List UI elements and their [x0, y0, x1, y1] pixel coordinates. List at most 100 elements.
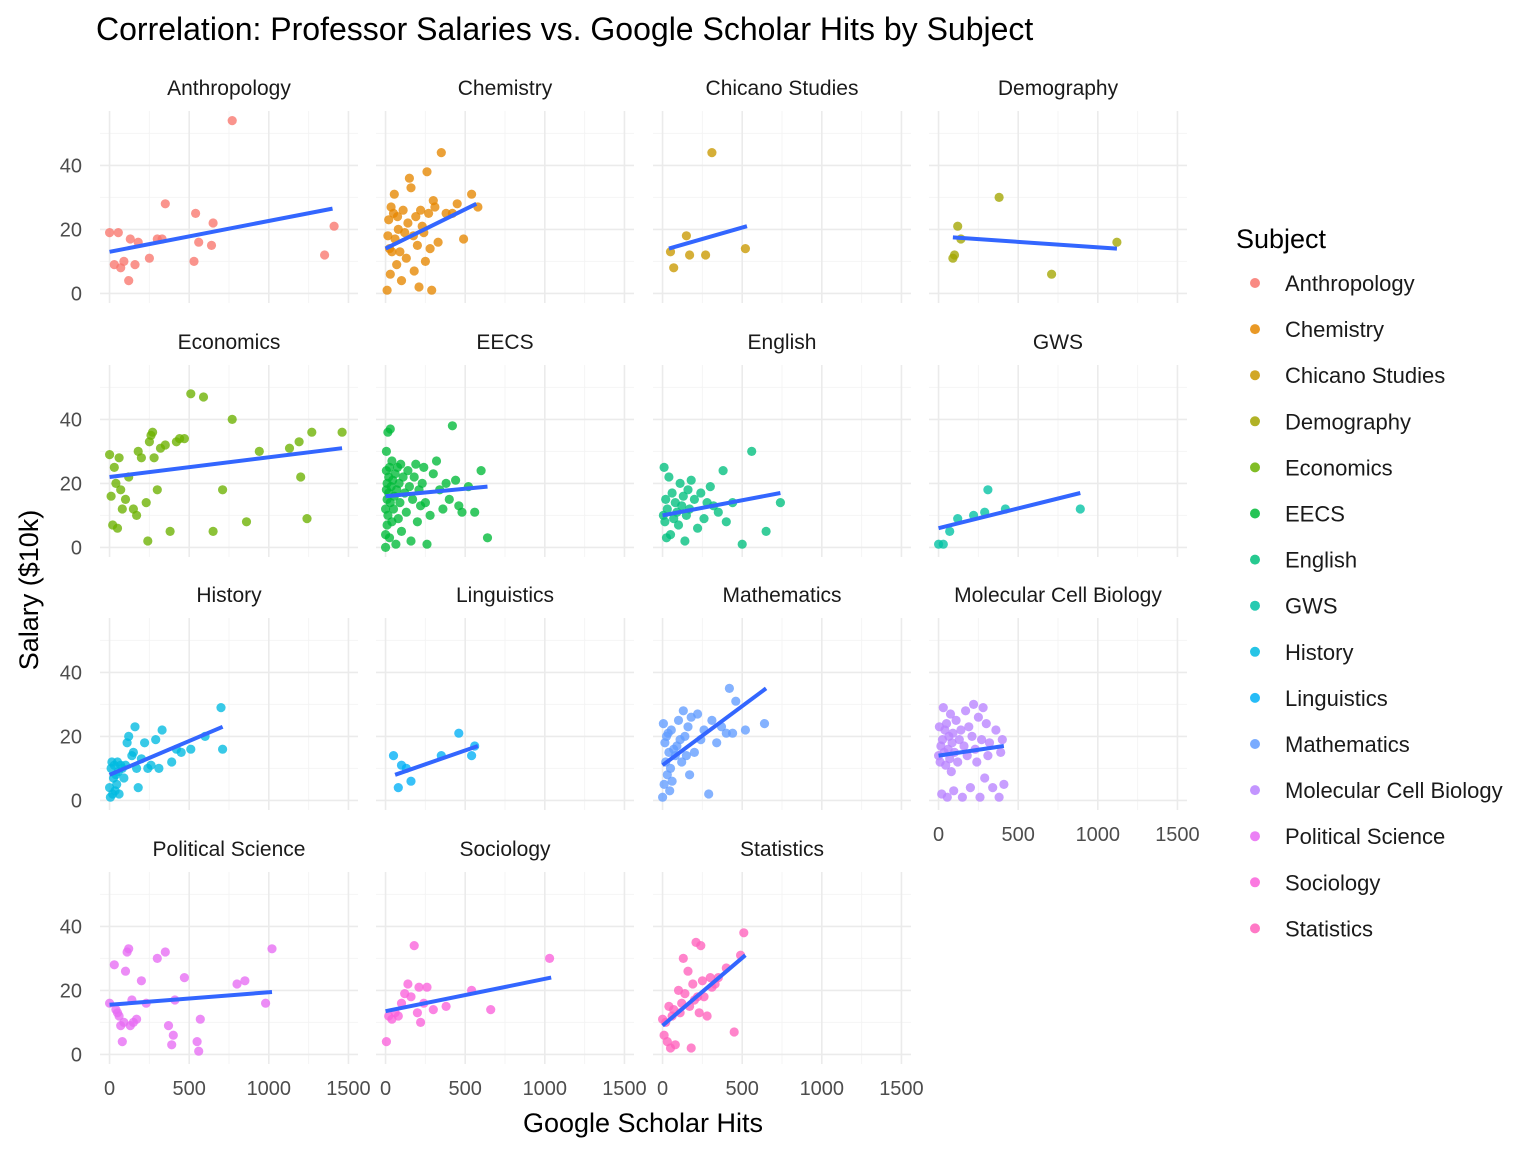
point-molecular-cell-biology — [991, 725, 1001, 735]
point-chicano-studies — [685, 250, 695, 260]
y-tick-label: 0 — [71, 537, 82, 559]
x-tick-label: 0 — [657, 1078, 668, 1100]
point-history — [114, 789, 124, 799]
point-molecular-cell-biology — [945, 709, 956, 719]
facet-label-chemistry: Chemistry — [458, 77, 553, 100]
point-political-science — [194, 1046, 204, 1056]
panel-sociology: Sociology 0 500 1000 1500 — [376, 838, 647, 1100]
point-molecular-cell-biology — [997, 735, 1007, 745]
point-political-science — [267, 944, 277, 954]
point-eecs — [388, 504, 399, 514]
point-chemistry — [433, 237, 443, 247]
point-molecular-cell-biology — [967, 731, 977, 742]
point-sociology — [422, 982, 432, 992]
point-economics — [160, 440, 170, 450]
trend-line-mathematics — [661, 686, 768, 767]
point-chemistry — [424, 208, 434, 218]
point-mathematics — [680, 731, 690, 742]
panel-statistics: Statistics 0 500 1000 1500 — [653, 838, 924, 1100]
trend-line-chemistry — [384, 202, 478, 251]
point-molecular-cell-biology — [965, 783, 976, 793]
point-economics — [337, 427, 347, 437]
facet-label-statistics: Statistics — [740, 838, 824, 861]
legend-key-english — [1250, 554, 1260, 565]
point-chemistry — [398, 205, 408, 215]
trend-line-gws — [938, 491, 1081, 531]
point-political-science — [179, 973, 189, 983]
point-english — [761, 526, 771, 537]
point-economics — [109, 462, 119, 472]
legend-label-anthropology: Anthropology — [1285, 271, 1415, 296]
x-tick-label: 1500 — [326, 1078, 371, 1100]
point-chemistry — [406, 183, 416, 193]
trend-line-eecs — [385, 484, 488, 499]
point-eecs — [406, 536, 416, 546]
point-economics — [198, 392, 209, 402]
point-economics — [132, 510, 142, 520]
point-english — [667, 488, 677, 498]
legend-title: Subject — [1236, 224, 1327, 254]
point-political-science — [124, 944, 134, 954]
legend-item-molecular-cell-biology: Molecular Cell Biology — [1250, 778, 1503, 803]
trend-line-history — [108, 724, 224, 777]
point-political-science — [114, 1011, 124, 1021]
point-statistics — [697, 976, 708, 986]
point-history — [133, 783, 143, 793]
point-chemistry — [467, 189, 477, 199]
point-chemistry — [427, 285, 437, 295]
point-eecs — [387, 456, 397, 466]
point-sociology — [406, 992, 416, 1002]
point-statistics — [729, 1027, 739, 1037]
point-history — [216, 703, 226, 713]
legend-label-molecular-cell-biology: Molecular Cell Biology — [1285, 778, 1503, 803]
point-anthropology — [227, 116, 237, 126]
x-tick-label: 500 — [448, 1078, 481, 1100]
point-english — [737, 539, 747, 549]
point-history — [154, 763, 164, 774]
point-eecs — [385, 424, 395, 434]
point-chemistry — [425, 244, 435, 254]
point-english — [705, 482, 715, 492]
point-history — [112, 779, 122, 790]
point-eecs — [422, 539, 432, 549]
point-mathematics — [665, 786, 675, 796]
point-chemistry — [409, 266, 419, 276]
point-eecs — [396, 459, 406, 469]
point-economics — [218, 485, 228, 495]
point-english — [664, 472, 674, 482]
point-chemistry — [412, 240, 422, 250]
point-mathematics — [673, 715, 684, 726]
facet-label-demography: Demography — [998, 77, 1119, 100]
legend-label-english: English — [1285, 548, 1357, 573]
point-demography — [1047, 269, 1057, 279]
legend-label-economics: Economics — [1285, 455, 1393, 480]
x-tick-label: 500 — [1001, 824, 1034, 846]
point-political-science — [167, 1040, 177, 1050]
point-history — [151, 735, 161, 745]
point-political-science — [192, 1037, 202, 1047]
point-mathematics — [685, 770, 695, 780]
point-eecs — [417, 478, 427, 488]
legend: Subject Anthropology Chemistry Chicano Stu… — [1236, 224, 1503, 941]
point-political-science — [168, 1030, 178, 1040]
point-chemistry — [385, 269, 395, 279]
point-economics — [149, 453, 159, 463]
point-economics — [105, 450, 115, 460]
point-eecs — [441, 478, 451, 488]
point-political-science — [132, 1014, 142, 1024]
point-statistics — [686, 1043, 696, 1053]
y-tick-label: 0 — [71, 790, 82, 812]
point-chemistry — [382, 285, 392, 295]
point-english — [686, 475, 696, 485]
point-molecular-cell-biology — [956, 725, 966, 735]
point-molecular-cell-biology — [954, 735, 964, 745]
legend-key-statistics — [1250, 923, 1260, 934]
panel-chemistry: Chemistry — [376, 77, 634, 303]
point-economics — [284, 443, 295, 453]
point-demography — [994, 192, 1004, 202]
point-economics — [294, 437, 304, 447]
point-sociology — [545, 953, 555, 964]
y-tick-label: 40 — [60, 155, 82, 177]
point-chemistry — [383, 231, 393, 241]
